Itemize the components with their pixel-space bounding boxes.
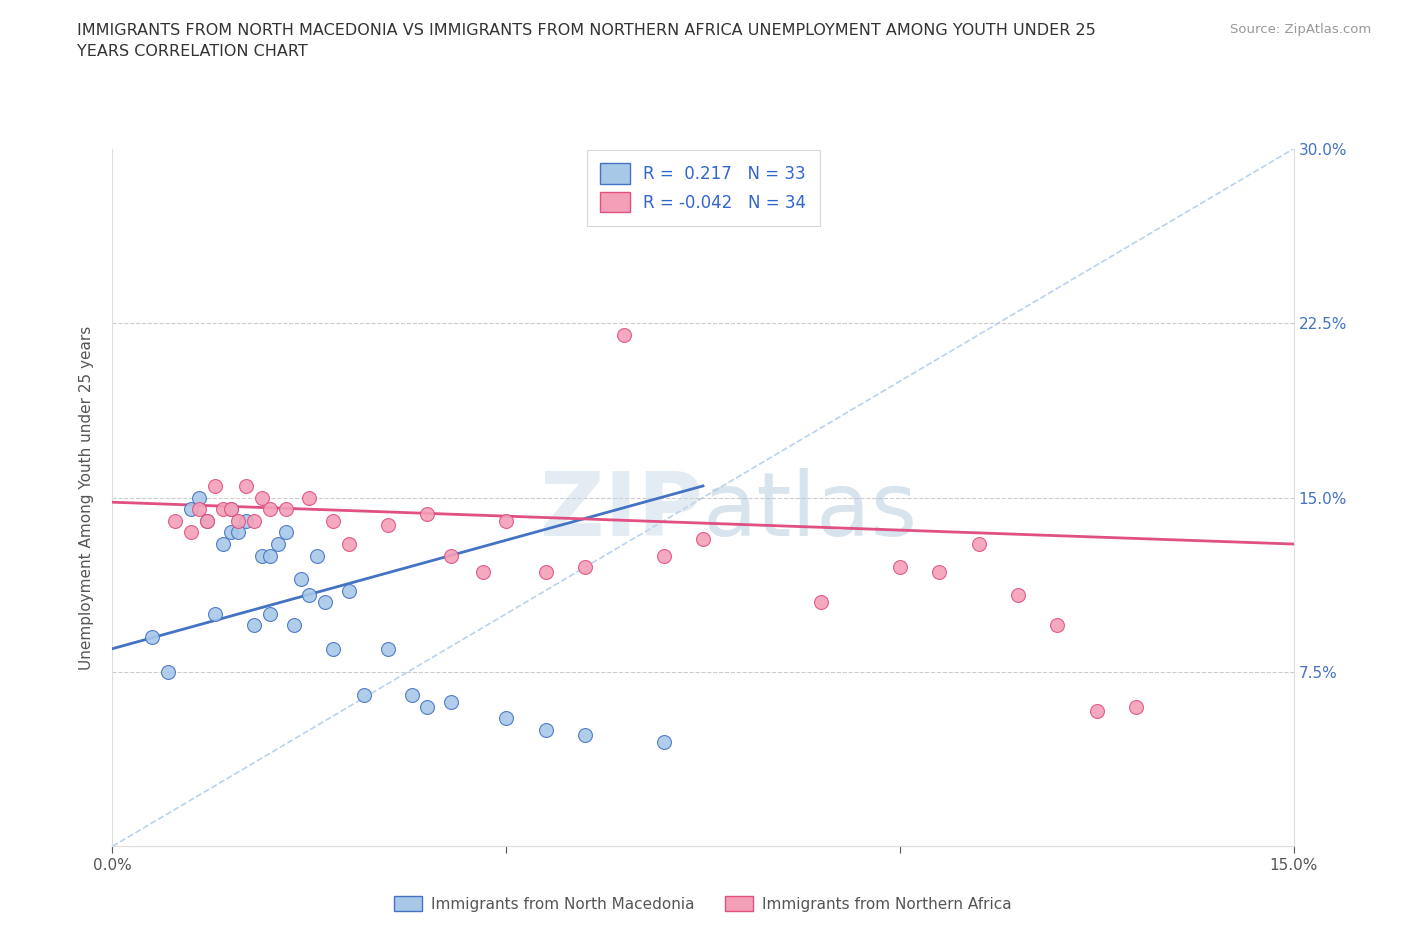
Point <box>250 549 273 564</box>
Point <box>195 513 218 528</box>
Point <box>353 688 375 703</box>
Point <box>259 606 281 621</box>
Point <box>613 327 636 342</box>
Point <box>322 642 344 657</box>
Point <box>290 571 312 587</box>
Point <box>235 513 257 528</box>
Point <box>250 490 273 505</box>
Point <box>283 618 305 633</box>
Point <box>180 502 202 517</box>
Point <box>534 723 557 737</box>
Point <box>495 513 517 528</box>
Text: IMMIGRANTS FROM NORTH MACEDONIA VS IMMIGRANTS FROM NORTHERN AFRICA UNEMPLOYMENT : IMMIGRANTS FROM NORTH MACEDONIA VS IMMIG… <box>77 23 1097 60</box>
Point <box>235 479 257 494</box>
Text: ZIP: ZIP <box>540 468 703 555</box>
Point <box>267 537 290 551</box>
Point <box>314 595 336 610</box>
Point <box>416 507 439 522</box>
Point <box>274 525 297 539</box>
Point <box>810 595 832 610</box>
Point <box>1007 588 1029 603</box>
Legend: R =  0.217   N = 33, R = -0.042   N = 34: R = 0.217 N = 33, R = -0.042 N = 34 <box>586 150 820 226</box>
Point <box>337 537 360 551</box>
Point <box>1085 704 1108 719</box>
Point <box>1046 618 1069 633</box>
Point <box>652 735 675 750</box>
Point <box>228 513 250 528</box>
Point <box>440 549 463 564</box>
Point <box>141 630 163 644</box>
Point <box>337 583 360 598</box>
Point <box>188 502 211 517</box>
Point <box>298 588 321 603</box>
Point <box>259 502 281 517</box>
Point <box>574 560 596 575</box>
Point <box>211 502 233 517</box>
Point <box>692 532 714 547</box>
Legend: Immigrants from North Macedonia, Immigrants from Northern Africa: Immigrants from North Macedonia, Immigra… <box>388 889 1018 918</box>
Point <box>243 513 266 528</box>
Point <box>322 513 344 528</box>
Point <box>471 565 494 579</box>
Text: atlas: atlas <box>703 468 918 555</box>
Point <box>219 502 242 517</box>
Point <box>156 665 179 680</box>
Point <box>219 525 242 539</box>
Point <box>219 502 242 517</box>
Point <box>889 560 911 575</box>
Point <box>1125 699 1147 714</box>
Point <box>534 565 557 579</box>
Point <box>243 618 266 633</box>
Point <box>416 699 439 714</box>
Point <box>377 642 399 657</box>
Point <box>195 513 218 528</box>
Point <box>259 549 281 564</box>
Point <box>574 727 596 742</box>
Point <box>204 479 226 494</box>
Point <box>377 518 399 533</box>
Text: Source: ZipAtlas.com: Source: ZipAtlas.com <box>1230 23 1371 36</box>
Point <box>401 688 423 703</box>
Point <box>180 525 202 539</box>
Point <box>204 606 226 621</box>
Point <box>307 549 329 564</box>
Point <box>211 537 233 551</box>
Point <box>967 537 990 551</box>
Point <box>274 502 297 517</box>
Point <box>165 513 187 528</box>
Point <box>495 711 517 726</box>
Point <box>228 525 250 539</box>
Point <box>928 565 950 579</box>
Y-axis label: Unemployment Among Youth under 25 years: Unemployment Among Youth under 25 years <box>79 326 94 670</box>
Point <box>440 695 463 710</box>
Point <box>652 549 675 564</box>
Point <box>188 490 211 505</box>
Point <box>298 490 321 505</box>
